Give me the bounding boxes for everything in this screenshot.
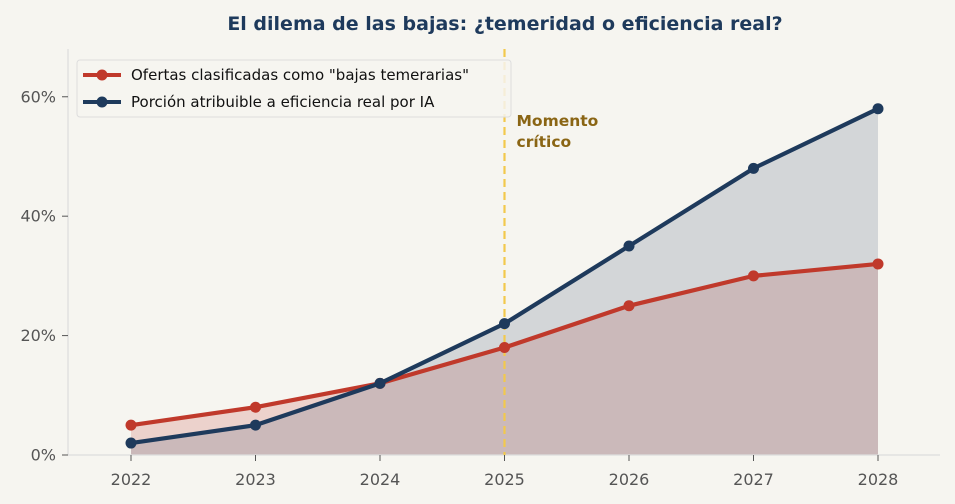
y-tick-label: 60% <box>20 87 56 106</box>
data-point <box>250 419 261 431</box>
data-point <box>125 419 137 431</box>
axes: 0% 20% 40% 60% 2022 2023 2024 2025 2026 2027 2028 <box>20 49 940 489</box>
data-point <box>872 103 884 115</box>
legend-label: Ofertas clasificadas como "bajas temerar… <box>131 66 469 84</box>
data-point <box>125 437 137 449</box>
data-point <box>499 318 510 330</box>
x-tick-label: 2023 <box>235 470 276 489</box>
data-point <box>374 377 386 389</box>
annotation-label: Momento <box>517 112 599 130</box>
data-point <box>250 401 261 413</box>
chart-title: El dilema de las bajas: ¿temeridad o efi… <box>227 13 782 35</box>
area-fill-series-0 <box>131 263 878 455</box>
area-fill-series-1 <box>131 108 878 456</box>
series-lines <box>125 103 884 449</box>
data-point <box>499 342 510 354</box>
legend-label: Porción atribuible a eficiencia real por… <box>131 93 435 111</box>
y-tick-label: 40% <box>20 207 56 226</box>
legend-swatch-marker <box>96 69 108 81</box>
legend: Ofertas clasificadas como "bajas temerar… <box>76 59 512 118</box>
x-tick-label: 2028 <box>858 470 899 489</box>
legend-box <box>76 59 512 118</box>
x-tick-label: 2024 <box>360 470 401 489</box>
y-tick-label: 20% <box>20 326 56 345</box>
x-tick-label: 2026 <box>609 470 650 489</box>
area-fills <box>131 108 878 456</box>
data-point <box>872 258 884 270</box>
data-point <box>748 162 759 174</box>
x-tick-label: 2027 <box>733 470 774 489</box>
legend-swatch-marker <box>96 96 108 108</box>
data-point <box>748 270 759 282</box>
y-tick-label: 0% <box>31 446 56 465</box>
annotation-label: crítico <box>517 133 572 151</box>
data-point <box>623 300 635 312</box>
data-point <box>623 240 635 252</box>
x-tick-label: 2022 <box>111 470 152 489</box>
x-tick-label: 2025 <box>484 470 525 489</box>
